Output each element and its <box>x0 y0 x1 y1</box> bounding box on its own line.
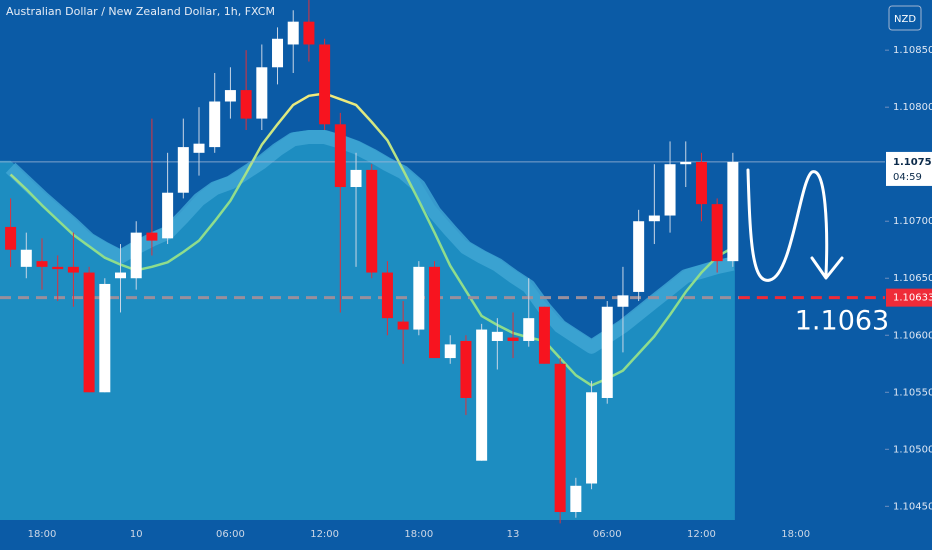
candle-body <box>648 215 660 222</box>
candle-body <box>491 331 503 341</box>
candle-body <box>224 90 236 102</box>
x-tick-label: 10 <box>130 529 143 540</box>
x-tick-label: 13 <box>507 529 520 540</box>
y-tick-label: 1.10500 <box>893 444 932 455</box>
candle-body <box>36 261 48 267</box>
band-area <box>0 130 735 520</box>
candle-body <box>20 249 32 267</box>
candle-body <box>177 147 189 193</box>
candle-body <box>601 306 613 398</box>
candle-body <box>586 392 598 484</box>
candle-body <box>680 161 692 165</box>
candle-body <box>711 204 723 262</box>
arrow-drawing <box>746 168 844 282</box>
candle-body <box>5 226 17 250</box>
candle-body <box>52 266 64 270</box>
candle-body <box>272 38 284 68</box>
candle-body <box>350 169 362 188</box>
candle-body <box>476 329 488 461</box>
candle-body <box>287 21 299 45</box>
last-price-label: 1.10752 <box>893 157 932 168</box>
currency-box[interactable] <box>888 5 922 31</box>
candle-body <box>256 67 268 119</box>
candle-body <box>695 161 707 205</box>
candle-body <box>99 283 111 393</box>
candle-body <box>319 44 331 125</box>
y-tick-label: 1.10550 <box>893 387 932 398</box>
y-tick-label: 1.10600 <box>893 330 932 341</box>
countdown: 04:59 <box>893 172 922 183</box>
x-tick-label: 12:00 <box>310 529 339 540</box>
candle-body <box>146 232 158 241</box>
x-tick-label: 18:00 <box>28 529 57 540</box>
candle-body <box>397 321 409 330</box>
candle-body <box>67 266 79 273</box>
x-tick-label: 18:00 <box>404 529 433 540</box>
candle-body <box>366 169 378 273</box>
chart-title: Australian Dollar / New Zealand Dollar, … <box>6 5 275 18</box>
candle-body <box>554 363 566 513</box>
candle-body <box>162 192 174 239</box>
candle-body <box>570 485 582 513</box>
candle-body <box>727 161 739 262</box>
candle-body <box>507 337 519 341</box>
candle-body <box>444 344 456 359</box>
candle-body <box>130 232 142 279</box>
y-tick-label: 1.10700 <box>893 216 932 227</box>
candle-body <box>334 124 346 188</box>
candle-body <box>381 272 393 319</box>
candle-body <box>538 306 550 364</box>
y-tick-label: 1.10800 <box>893 102 932 113</box>
candle-body <box>617 295 629 307</box>
candle-body <box>664 164 676 216</box>
currency-label[interactable]: NZD <box>894 14 916 25</box>
target-price-box <box>886 288 932 307</box>
candle-body <box>413 266 425 330</box>
x-tick-label: 12:00 <box>687 529 716 540</box>
candle-body <box>209 101 221 148</box>
candle-body <box>633 221 645 292</box>
candle-body <box>240 90 252 119</box>
y-tick-label: 1.10650 <box>893 273 932 284</box>
candle-body <box>429 266 441 359</box>
candle-body <box>523 318 535 341</box>
y-tick-label: 1.10850 <box>893 45 932 56</box>
candle-body <box>303 21 315 45</box>
y-tick-label: 1.10450 <box>893 501 932 512</box>
target-price-label: 1.10633 <box>893 293 932 304</box>
x-tick-label: 18:00 <box>781 529 810 540</box>
last-price-box <box>886 151 932 186</box>
candle-body <box>115 272 127 279</box>
annotation: 1.1063 <box>795 306 889 337</box>
candle-body <box>83 272 95 393</box>
candle-body <box>460 340 472 398</box>
x-tick-label: 06:00 <box>216 529 245 540</box>
candle-body <box>193 143 205 153</box>
x-tick-label: 06:00 <box>593 529 622 540</box>
